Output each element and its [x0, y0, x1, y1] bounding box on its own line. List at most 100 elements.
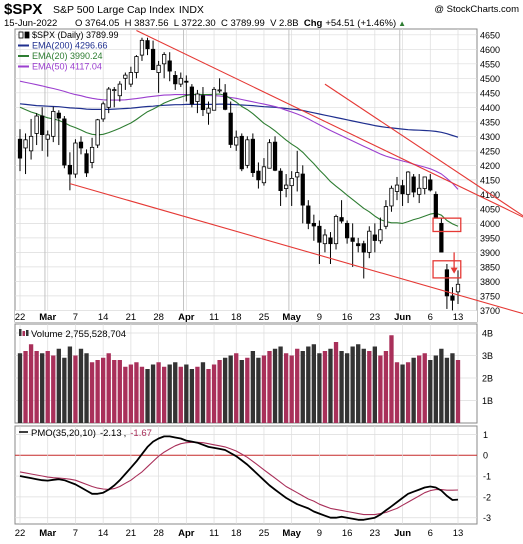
highlight-box — [432, 260, 462, 279]
volume-bar — [400, 364, 405, 423]
volume-bar — [173, 362, 178, 423]
candle-body — [56, 112, 61, 119]
candle-body — [123, 74, 128, 79]
trendline — [324, 83, 523, 217]
candle-body — [394, 184, 400, 192]
pmo-signal-line — [19, 441, 459, 516]
candle-body — [400, 185, 405, 195]
candle-body — [217, 89, 222, 92]
candle-legend-icon — [24, 31, 30, 39]
candle-body — [344, 222, 350, 239]
price-tick-label: 4500 — [480, 74, 500, 84]
volume-tick-label: 1B — [482, 396, 493, 406]
candle-body — [278, 170, 283, 191]
volume-bar — [317, 353, 322, 423]
candle-body — [261, 166, 267, 184]
volume-bar — [206, 369, 211, 423]
volume-bar — [84, 353, 89, 423]
ema50-line — [19, 80, 459, 190]
volume-bar — [95, 360, 100, 423]
volume-bar — [322, 351, 328, 423]
price-tick-label: 4550 — [480, 59, 500, 69]
x-tick-label-top: 7 — [73, 312, 78, 323]
volume-bar — [222, 357, 228, 423]
volume-bar — [267, 351, 272, 423]
volume-bar — [78, 348, 84, 423]
volume-bar — [189, 369, 195, 423]
index-name-label: S&P 500 Large Cap Index INDX — [53, 4, 204, 16]
candle-body — [73, 142, 78, 175]
volume-bar — [17, 353, 23, 423]
price-tick-label: 3700 — [480, 306, 500, 316]
volume-bar — [378, 355, 383, 423]
volume-bar — [200, 362, 206, 423]
candle-body — [200, 95, 206, 111]
volume-bar — [67, 346, 73, 423]
x-tick-label-top: 23 — [370, 312, 381, 323]
volume-bar — [295, 348, 300, 423]
price-tick-label: 4400 — [480, 103, 500, 113]
volume-bar — [184, 364, 189, 423]
price-tick-label: 4200 — [480, 161, 500, 171]
volume-bar — [178, 366, 183, 423]
price-tick-label: 4350 — [480, 117, 500, 127]
candle-body — [300, 173, 305, 206]
volume-bar — [339, 351, 344, 423]
candle-body — [234, 136, 239, 146]
candle-body — [350, 237, 355, 242]
candle-body — [128, 72, 134, 85]
x-tick-label-top: Jun — [394, 312, 411, 323]
pmo-panel-frame — [14, 425, 478, 525]
price-tick-label: 3850 — [480, 262, 500, 272]
candle-body — [339, 217, 344, 222]
x-tick-label-bottom: 11 — [209, 528, 219, 539]
volume-bar — [34, 351, 39, 423]
price-tick-label: 3800 — [480, 277, 500, 287]
volume-bar — [40, 353, 45, 423]
pmo-legend-value: -2.13 — [100, 428, 122, 439]
price-tick-label: 4250 — [480, 146, 500, 156]
volume-bar — [101, 357, 106, 423]
volume-bar — [344, 353, 350, 423]
trendline — [69, 183, 523, 315]
candle-body — [28, 135, 34, 152]
candlesticks — [17, 37, 461, 311]
x-tick-label-bottom: 16 — [342, 528, 353, 539]
volume-legend-icon — [19, 329, 22, 336]
candle-body — [167, 60, 172, 72]
volume-bar — [73, 355, 78, 423]
price-tick-label: 4050 — [480, 204, 500, 214]
candle-body — [189, 86, 194, 105]
volume-bar — [278, 346, 283, 423]
candle-body — [156, 64, 161, 73]
x-tick-label-top: 14 — [98, 312, 109, 323]
trendlines — [69, 29, 523, 315]
candle-body — [272, 141, 278, 171]
x-tick-label-top: 11 — [209, 312, 219, 323]
x-tick-label-bottom: 18 — [231, 528, 242, 539]
candle-body — [317, 225, 322, 243]
volume-legend: Volume 2,755,528,704 — [19, 329, 126, 340]
pmo-tick-label: -3 — [483, 513, 491, 523]
price-tick-label: 4450 — [480, 88, 500, 98]
pmo-lines — [19, 435, 459, 521]
x-tick-label-bottom: Mar — [39, 528, 56, 539]
pmo-panel: -3 -2 -1 0 1 PMO(35,20,10) -2.13, -1.67 — [14, 425, 491, 525]
x-tick-label-bottom: 9 — [317, 528, 322, 539]
trendline — [136, 29, 523, 218]
volume-bar — [367, 351, 372, 423]
candle-body — [289, 178, 294, 187]
quote-values: O 3764.05 H 3837.56 L 3722.30 C 3789.99 … — [75, 18, 304, 29]
volume-legend-label: Volume 2,755,528,704 — [31, 329, 126, 340]
candle-body — [228, 112, 233, 145]
volume-bar — [128, 364, 134, 423]
annotations — [432, 217, 462, 279]
price-legend-label: EMA(200) 4296.66 — [32, 41, 108, 51]
change-value: +54.51 (+1.46%) — [325, 18, 396, 29]
x-tick-label-bottom: Jun — [394, 528, 411, 539]
candle-body — [455, 283, 461, 293]
volume-tick-label: 3B — [482, 351, 493, 361]
candle-body — [89, 146, 95, 163]
candle-body — [311, 222, 316, 227]
candle-body — [372, 234, 377, 241]
